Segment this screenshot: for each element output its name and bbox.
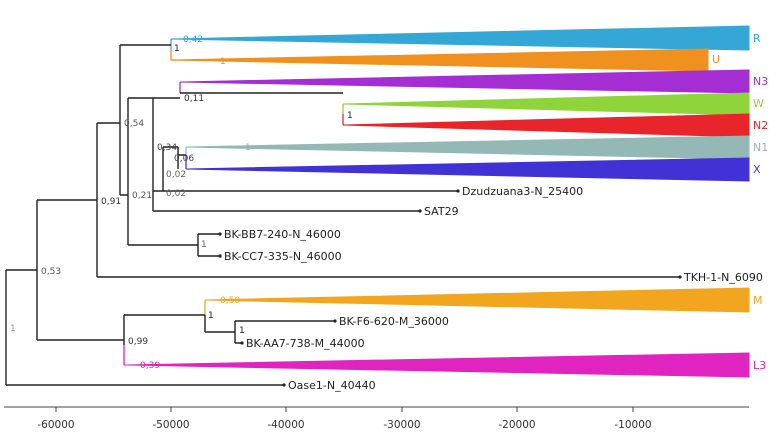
support-x: 1 xyxy=(433,165,439,175)
leaf-dot xyxy=(418,209,422,213)
axis-ticks xyxy=(55,407,634,412)
node-support: 0,99 xyxy=(128,337,148,347)
support-n1: 1 xyxy=(245,143,251,153)
clade-label-n3: N3 xyxy=(753,75,768,88)
axis-tick-label: -30000 xyxy=(383,419,420,431)
clade-label-n1: N1 xyxy=(753,141,768,154)
clade-wedge-x xyxy=(185,157,750,182)
clade-label-u: U xyxy=(712,53,720,66)
taxon-label: BK-F6-620-M_36000 xyxy=(339,315,449,328)
node-support: 0,53 xyxy=(41,267,61,277)
node-support: 0,54 xyxy=(124,119,144,129)
node-support: 1 xyxy=(239,326,245,336)
node-support-values: 1 0,53 0,91 0,54 0,21 0,11 0,34 0,06 0,0… xyxy=(10,44,353,347)
clade-wedge-w xyxy=(342,92,750,116)
node-support: 1 xyxy=(174,44,180,54)
support-w: 1 xyxy=(563,100,569,110)
leaf-dot xyxy=(218,232,222,236)
taxon-labels: Dzudzuana3-N_25400 SAT29 BK-BB7-240-N_46… xyxy=(224,185,763,392)
clade-label-r: R xyxy=(753,32,761,45)
taxon-label: SAT29 xyxy=(424,205,459,218)
leaf-dot xyxy=(240,341,244,345)
clade-support-values: 0,42 1 1 1 1 1 1 0,50 0,39 xyxy=(140,35,602,371)
clade-wedge-n3 xyxy=(179,69,750,94)
axis-tick-label: -50000 xyxy=(152,419,189,431)
node-support: 1 xyxy=(347,111,353,121)
node-support: 1 xyxy=(208,311,214,321)
node-support: 1 xyxy=(201,240,207,250)
support-m: 0,50 xyxy=(220,296,240,306)
node-support: 0,11 xyxy=(184,94,204,104)
support-u: 1 xyxy=(220,57,226,67)
clade-stems xyxy=(123,38,344,365)
taxon-label: BK-BB7-240-N_46000 xyxy=(224,228,341,241)
axis-tick-label: -20000 xyxy=(498,419,535,431)
taxon-label: TKH-1-N_6090 xyxy=(683,271,763,284)
leaf-dot xyxy=(333,319,337,323)
support-r: 0,42 xyxy=(183,35,203,45)
taxon-label: BK-AA7-738-M_44000 xyxy=(246,337,365,350)
axis-tick-label: -10000 xyxy=(614,419,651,431)
clade-label-n2: N2 xyxy=(753,119,768,132)
clade-labels: R U N3 W N2 N1 X M L3 xyxy=(712,32,768,372)
stem-r xyxy=(170,38,174,49)
clade-wedge-u xyxy=(170,48,709,72)
support-n2: 1 xyxy=(596,122,602,132)
leaf-dot xyxy=(282,383,286,387)
axis-tick-label: -40000 xyxy=(267,419,304,431)
leaf-dot xyxy=(218,254,222,258)
time-axis: -60000 -50000 -40000 -30000 -20000 -1000… xyxy=(4,406,749,431)
clade-wedge-n1 xyxy=(185,135,750,160)
taxon-label: Dzudzuana3-N_25400 xyxy=(462,185,583,198)
node-support: 0,21 xyxy=(132,191,152,201)
clade-wedge-m xyxy=(204,287,750,313)
node-support: 0,02 xyxy=(166,189,186,199)
clade-label-w: W xyxy=(753,97,764,110)
node-support-root: 1 xyxy=(10,324,16,334)
taxon-label: BK-CC7-335-N_46000 xyxy=(224,250,342,263)
support-n3: 1 xyxy=(590,78,596,88)
leaf-dot xyxy=(456,189,460,193)
clade-wedge-n2 xyxy=(342,113,750,138)
clade-wedges xyxy=(123,25,750,378)
clade-wedge-l3 xyxy=(123,352,750,378)
clade-label-l3: L3 xyxy=(753,359,766,372)
clade-wedge-r xyxy=(170,25,750,51)
tree-branches xyxy=(5,44,680,386)
clade-label-m: M xyxy=(753,294,763,307)
node-support: 0,06 xyxy=(174,154,194,164)
support-l3: 0,39 xyxy=(140,361,160,371)
taxon-label: Oase1-N_40440 xyxy=(288,379,376,392)
stem-u xyxy=(170,49,176,61)
node-support: 0,91 xyxy=(101,197,121,207)
node-support: 0,34 xyxy=(157,143,177,153)
leaf-dots xyxy=(218,189,682,387)
branch-root xyxy=(5,44,680,386)
leaf-dot xyxy=(678,275,682,279)
axis-tick-label: -60000 xyxy=(37,419,74,431)
node-support: 0,02 xyxy=(166,170,186,180)
clade-label-x: X xyxy=(753,163,761,176)
